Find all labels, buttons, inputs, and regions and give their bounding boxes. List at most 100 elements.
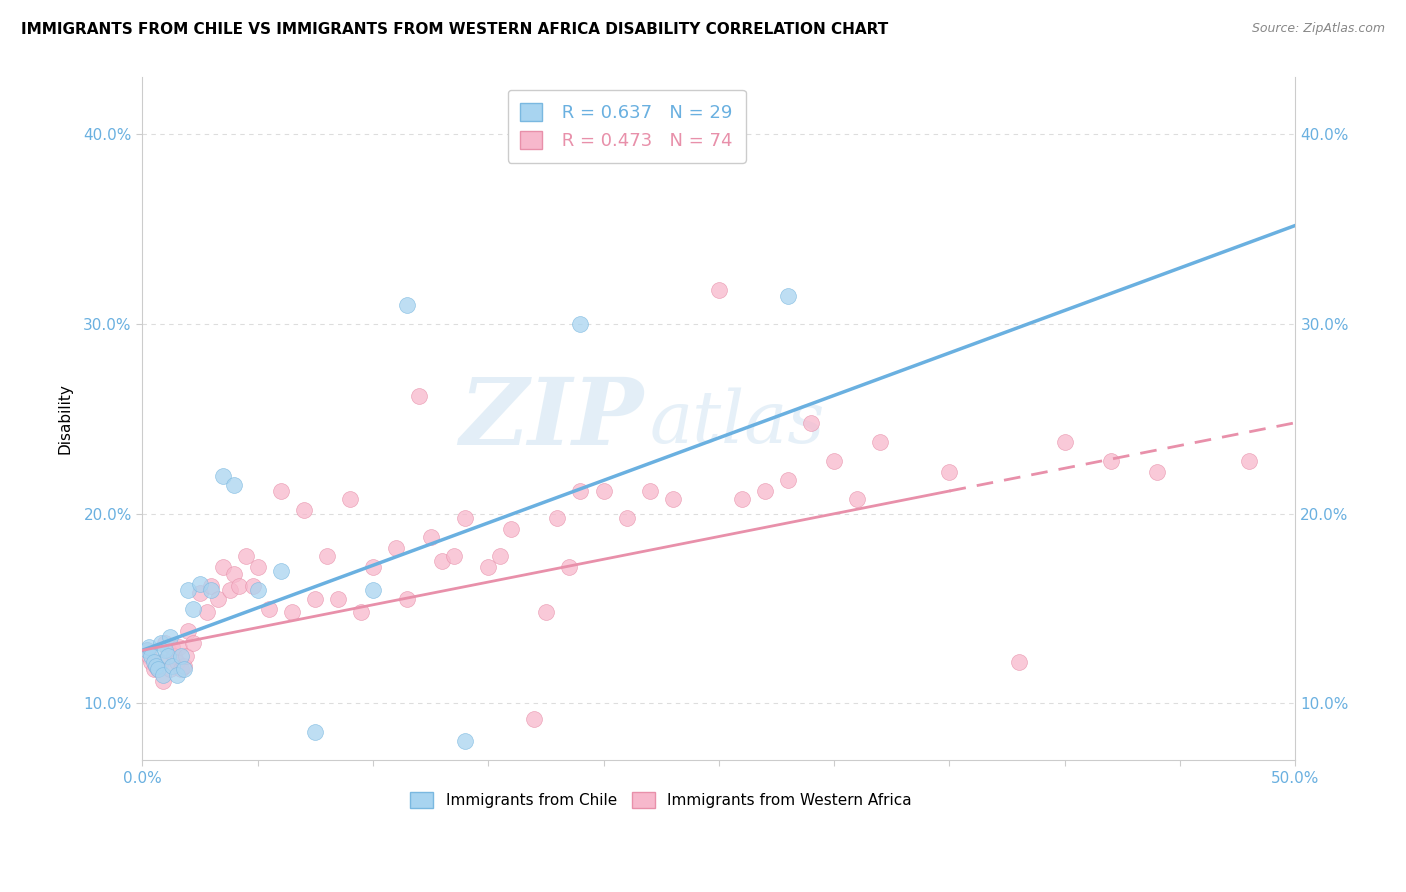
Point: [454, 734, 477, 748]
Point: [419, 529, 441, 543]
Point: [534, 606, 557, 620]
Point: [138, 640, 160, 654]
Point: [166, 668, 188, 682]
Point: [200, 579, 222, 593]
Point: [148, 662, 170, 676]
Point: [823, 453, 845, 467]
Point: [938, 465, 960, 479]
Point: [488, 549, 510, 563]
Point: [218, 582, 240, 597]
Point: [569, 317, 592, 331]
Point: [138, 648, 160, 663]
Point: [156, 648, 179, 663]
Point: [152, 668, 174, 682]
Point: [707, 283, 730, 297]
Point: [396, 592, 419, 607]
Point: [443, 549, 465, 563]
Y-axis label: Disability: Disability: [58, 384, 72, 454]
Point: [270, 564, 292, 578]
Point: [148, 662, 170, 676]
Point: [328, 592, 350, 607]
Point: [166, 655, 188, 669]
Point: [430, 554, 453, 568]
Point: [257, 601, 280, 615]
Point: [181, 601, 204, 615]
Point: [167, 640, 190, 654]
Point: [546, 510, 568, 524]
Point: [592, 483, 614, 498]
Point: [304, 592, 326, 607]
Point: [160, 658, 183, 673]
Legend: Immigrants from Chile, Immigrants from Western Africa: Immigrants from Chile, Immigrants from W…: [405, 786, 918, 814]
Point: [242, 579, 264, 593]
Point: [173, 658, 195, 673]
Point: [569, 483, 592, 498]
Point: [141, 655, 163, 669]
Point: [270, 483, 292, 498]
Point: [315, 549, 337, 563]
Point: [159, 662, 181, 676]
Point: [156, 643, 179, 657]
Point: [142, 662, 165, 676]
Point: [142, 655, 165, 669]
Point: [155, 636, 177, 650]
Point: [776, 288, 799, 302]
Point: [235, 549, 257, 563]
Point: [246, 582, 269, 597]
Point: [212, 560, 235, 574]
Point: [174, 648, 197, 663]
Point: [212, 468, 235, 483]
Point: [1099, 453, 1122, 467]
Point: [207, 592, 229, 607]
Text: atlas: atlas: [650, 387, 825, 458]
Point: [181, 636, 204, 650]
Point: [731, 491, 754, 506]
Point: [149, 636, 172, 650]
Point: [152, 673, 174, 688]
Point: [869, 434, 891, 449]
Point: [1146, 465, 1168, 479]
Point: [558, 560, 581, 574]
Point: [501, 522, 523, 536]
Point: [141, 648, 163, 663]
Text: ZIP: ZIP: [460, 374, 644, 464]
Point: [846, 491, 869, 506]
Point: [188, 586, 211, 600]
Point: [408, 389, 430, 403]
Point: [170, 648, 193, 663]
Point: [160, 640, 183, 654]
Point: [173, 662, 195, 676]
Point: [224, 567, 246, 582]
Point: [135, 643, 157, 657]
Text: IMMIGRANTS FROM CHILE VS IMMIGRANTS FROM WESTERN AFRICA DISABILITY CORRELATION C: IMMIGRANTS FROM CHILE VS IMMIGRANTS FROM…: [21, 22, 889, 37]
Point: [523, 712, 546, 726]
Point: [281, 606, 304, 620]
Point: [200, 582, 222, 597]
Point: [396, 298, 419, 312]
Point: [350, 606, 373, 620]
Point: [477, 560, 499, 574]
Point: [246, 560, 269, 574]
Point: [454, 510, 477, 524]
Point: [1053, 434, 1076, 449]
Point: [304, 725, 326, 739]
Point: [135, 643, 157, 657]
Point: [754, 483, 776, 498]
Point: [800, 416, 823, 430]
Point: [339, 491, 361, 506]
Point: [1239, 453, 1261, 467]
Point: [638, 483, 661, 498]
Point: [177, 582, 200, 597]
Point: [177, 624, 200, 639]
Point: [145, 658, 167, 673]
Point: [292, 503, 315, 517]
Point: [361, 560, 384, 574]
Point: [224, 478, 246, 492]
Point: [616, 510, 638, 524]
Point: [361, 582, 384, 597]
Point: [228, 579, 250, 593]
Point: [661, 491, 683, 506]
Point: [163, 648, 186, 663]
Point: [776, 473, 799, 487]
Point: [170, 662, 193, 676]
